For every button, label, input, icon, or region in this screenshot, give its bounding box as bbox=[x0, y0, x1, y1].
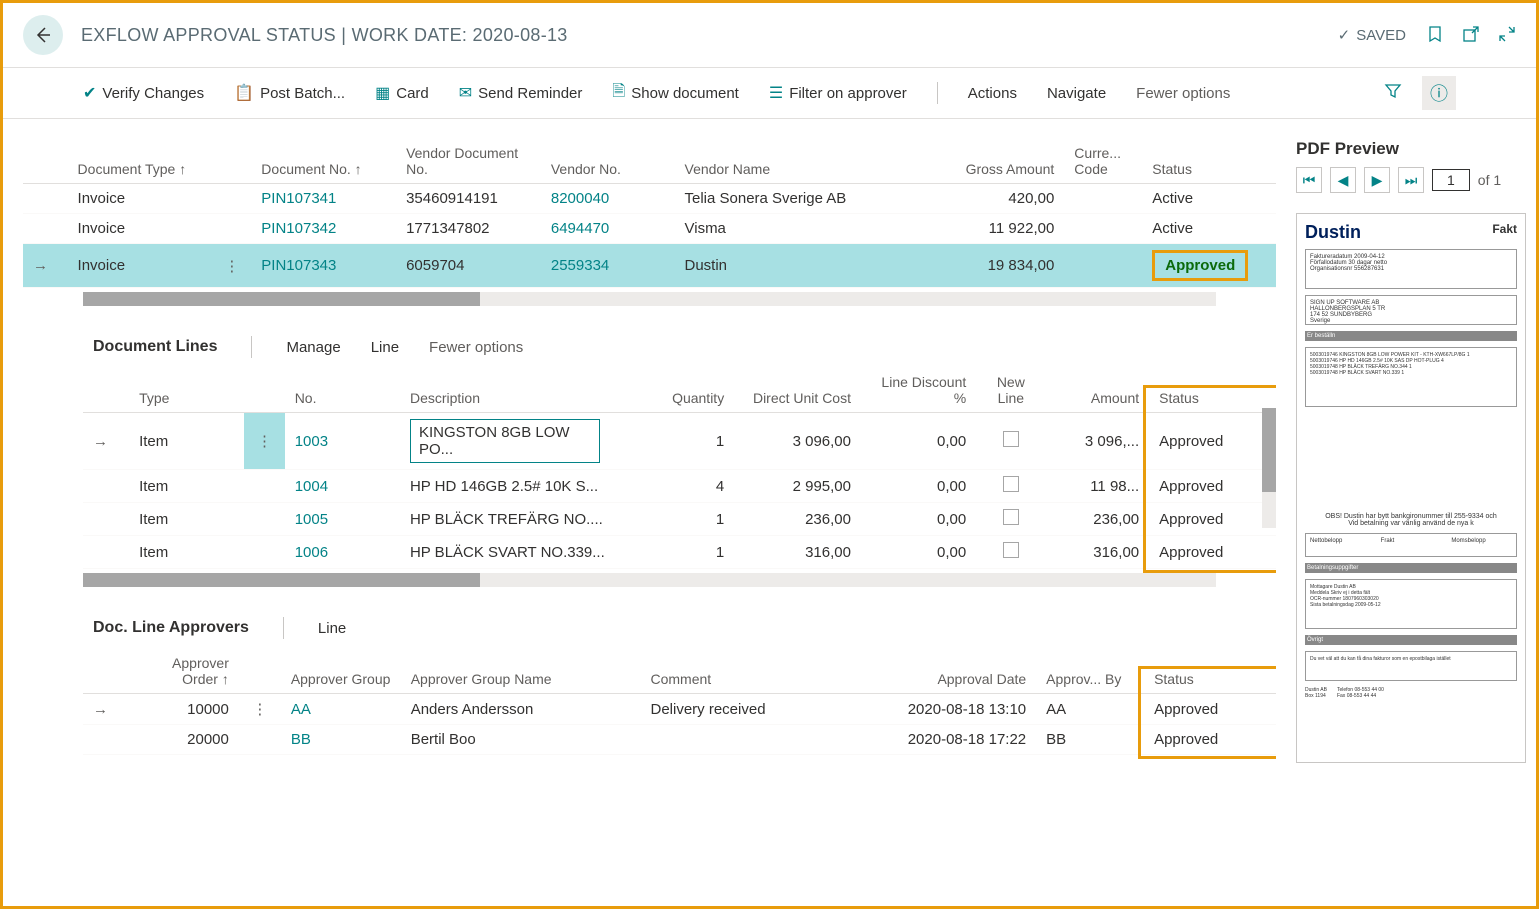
col-line-status[interactable]: Status bbox=[1149, 368, 1276, 413]
col-order[interactable]: Approver Order ↑ bbox=[131, 649, 239, 694]
table-row[interactable]: Item 1006 HP BLÄCK SVART NO.339... 1 316… bbox=[83, 536, 1276, 569]
reminder-icon: ✉ bbox=[459, 83, 472, 103]
verify-icon: ✔ bbox=[83, 83, 96, 103]
doc-lines-title: Document Lines bbox=[93, 338, 217, 356]
col-curr[interactable]: Curre... Code bbox=[1064, 139, 1142, 184]
col-doc-type[interactable]: Document Type ↑ bbox=[68, 139, 213, 184]
actions-menu[interactable]: Actions bbox=[968, 85, 1017, 102]
col-type[interactable]: Type bbox=[129, 368, 244, 413]
table-row[interactable]: Item 1005 HP BLÄCK TREFÄRG NO.... 1 236,… bbox=[83, 503, 1276, 536]
table-row[interactable]: Invoice PIN107341 35460914191 8200040 Te… bbox=[23, 184, 1276, 214]
approver-line-button[interactable]: Line bbox=[318, 620, 346, 637]
col-by[interactable]: Approv... By bbox=[1036, 649, 1144, 694]
doc-lines-table: Type No. Description Quantity Direct Uni… bbox=[83, 368, 1276, 569]
send-reminder-button[interactable]: ✉Send Reminder bbox=[459, 83, 583, 103]
popout-icon[interactable] bbox=[1462, 25, 1480, 46]
pdf-prev-button[interactable]: ◀ bbox=[1330, 167, 1356, 193]
saved-status: ✓ SAVED bbox=[1338, 26, 1406, 44]
page-title: EXFLOW APPROVAL STATUS | WORK DATE: 2020… bbox=[81, 25, 568, 46]
card-button[interactable]: ▦Card bbox=[375, 83, 429, 103]
verify-changes-button[interactable]: ✔Verify Changes bbox=[83, 83, 204, 103]
back-button[interactable] bbox=[23, 15, 63, 55]
col-comment[interactable]: Comment bbox=[641, 649, 845, 694]
table-row[interactable]: → Invoice ⋮ PIN107343 6059704 2559334 Du… bbox=[23, 244, 1276, 288]
invoices-table: Document Type ↑ Document No. ↑ Vendor Do… bbox=[23, 139, 1276, 288]
doc-icon: 🗎 bbox=[612, 80, 625, 107]
col-gross[interactable]: Gross Amount bbox=[920, 139, 1065, 184]
info-icon[interactable]: ⓘ bbox=[1422, 76, 1456, 110]
pdf-first-button[interactable]: ⏮ bbox=[1296, 167, 1322, 193]
fewer-options-lines[interactable]: Fewer options bbox=[429, 339, 523, 356]
post-batch-button[interactable]: 📋Post Batch... bbox=[234, 83, 345, 103]
approvers-title: Doc. Line Approvers bbox=[93, 619, 249, 637]
h-scrollbar-lines[interactable] bbox=[83, 573, 1216, 587]
col-appr-status[interactable]: Status bbox=[1144, 649, 1276, 694]
table-row[interactable]: Item 1004 HP HD 146GB 2.5# 10K S... 4 2 … bbox=[83, 470, 1276, 503]
col-disc[interactable]: Line Discount % bbox=[861, 368, 976, 413]
card-icon: ▦ bbox=[375, 83, 390, 103]
col-amount[interactable]: Amount bbox=[1045, 368, 1149, 413]
bookmark-icon[interactable] bbox=[1426, 25, 1444, 46]
col-vendor-name[interactable]: Vendor Name bbox=[675, 139, 920, 184]
col-cost[interactable]: Direct Unit Cost bbox=[734, 368, 861, 413]
filter-icon[interactable] bbox=[1384, 82, 1402, 105]
pdf-thumbnail[interactable]: DustinFakt Faktureradatum 2009-04-12Förf… bbox=[1296, 213, 1526, 763]
pdf-page-input[interactable]: 1 bbox=[1432, 169, 1470, 191]
col-desc[interactable]: Description bbox=[400, 368, 642, 413]
h-scrollbar[interactable] bbox=[83, 292, 1216, 306]
fewer-options-button[interactable]: Fewer options bbox=[1136, 85, 1230, 102]
check-icon: ✓ bbox=[1338, 26, 1351, 44]
pdf-page-of: of 1 bbox=[1478, 172, 1501, 188]
manage-button[interactable]: Manage bbox=[286, 339, 340, 356]
table-row[interactable]: → 10000 ⋮ AA Anders Andersson Delivery r… bbox=[83, 694, 1276, 725]
col-group[interactable]: Approver Group bbox=[281, 649, 401, 694]
line-button[interactable]: Line bbox=[371, 339, 399, 356]
table-row[interactable]: Invoice PIN107342 1771347802 6494470 Vis… bbox=[23, 214, 1276, 244]
filter-approver-icon: ☰ bbox=[769, 83, 783, 103]
filter-approver-button[interactable]: ☰Filter on approver bbox=[769, 83, 907, 103]
col-vendor-doc-no[interactable]: Vendor Document No. bbox=[396, 139, 541, 184]
table-row[interactable]: → Item ⋮ 1003 KINGSTON 8GB LOW PO... 1 3… bbox=[83, 413, 1276, 470]
pdf-next-button[interactable]: ▶ bbox=[1364, 167, 1390, 193]
pdf-preview-title: PDF Preview bbox=[1296, 139, 1526, 159]
col-newline[interactable]: New Line bbox=[976, 368, 1045, 413]
col-status[interactable]: Status bbox=[1142, 139, 1276, 184]
pdf-last-button[interactable]: ⏭ bbox=[1398, 167, 1424, 193]
col-name[interactable]: Approver Group Name bbox=[401, 649, 641, 694]
collapse-icon[interactable] bbox=[1498, 25, 1516, 46]
approvers-table: Approver Order ↑ Approver Group Approver… bbox=[83, 649, 1276, 755]
col-doc-no[interactable]: Document No. ↑ bbox=[251, 139, 396, 184]
col-qty[interactable]: Quantity bbox=[642, 368, 734, 413]
col-date[interactable]: Approval Date bbox=[844, 649, 1036, 694]
table-row[interactable]: 20000 BB Bertil Boo 2020-08-18 17:22 BB … bbox=[83, 725, 1276, 755]
show-document-button[interactable]: 🗎Show document bbox=[612, 80, 738, 107]
post-icon: 📋 bbox=[234, 83, 254, 103]
navigate-menu[interactable]: Navigate bbox=[1047, 85, 1106, 102]
col-vendor-no[interactable]: Vendor No. bbox=[541, 139, 675, 184]
v-scrollbar[interactable] bbox=[1262, 408, 1276, 528]
col-no[interactable]: No. bbox=[285, 368, 400, 413]
